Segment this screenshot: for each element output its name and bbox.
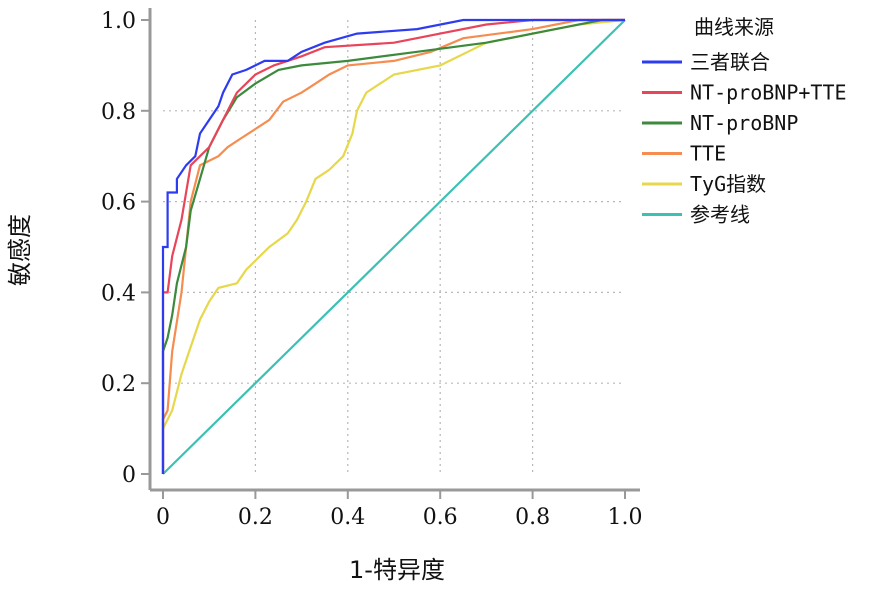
series-line-0 (161, 18, 625, 474)
x-axis-title: 1-特异度 (349, 556, 445, 584)
y-tick-label-4: 0.8 (101, 100, 136, 125)
y-tick-label-5: 1.0 (101, 9, 136, 34)
x-tick-label-3: 0.6 (423, 505, 458, 530)
legend-label-3: TTE (690, 142, 726, 166)
grid (163, 20, 625, 474)
y-tick-labels: 0 0.2 0.4 0.6 0.8 1.0 (101, 9, 136, 488)
x-tick-label-5: 1.0 (608, 505, 643, 530)
x-tick-label-2: 0.4 (330, 505, 365, 530)
legend: 曲线来源 三者联合 NT-proBNP+TTE NT-proBNP TTE TyG指数参… (642, 15, 847, 227)
legend-label-5: 参考线 (690, 203, 750, 227)
legend-label-2: NT-proBNP (690, 111, 798, 135)
series-line-1 (161, 18, 625, 474)
y-axis-title: 敏感度 (6, 214, 34, 286)
axes (141, 8, 640, 499)
x-tick-label-1: 0.2 (238, 505, 273, 530)
series-line-3 (161, 18, 625, 474)
x-tick-labels: 0 0.2 0.4 0.6 0.8 1.0 (156, 505, 643, 530)
legend-label-1: NT-proBNP+TTE (690, 81, 847, 105)
legend-label-0: 三者联合 (690, 50, 770, 74)
y-tick-label-2: 0.4 (101, 281, 136, 306)
legend-title: 曲线来源 (694, 15, 774, 39)
x-tick-label-0: 0 (156, 505, 170, 530)
x-tick-label-4: 0.8 (515, 505, 550, 530)
series-lines (161, 18, 626, 475)
series-line-4 (161, 18, 626, 474)
y-tick-label-0: 0 (122, 463, 136, 488)
series-line-5 (162, 19, 626, 475)
y-tick-label-1: 0.2 (101, 372, 136, 397)
y-tick-label-3: 0.6 (101, 191, 136, 216)
legend-label-4: TyG指数 (690, 172, 766, 196)
